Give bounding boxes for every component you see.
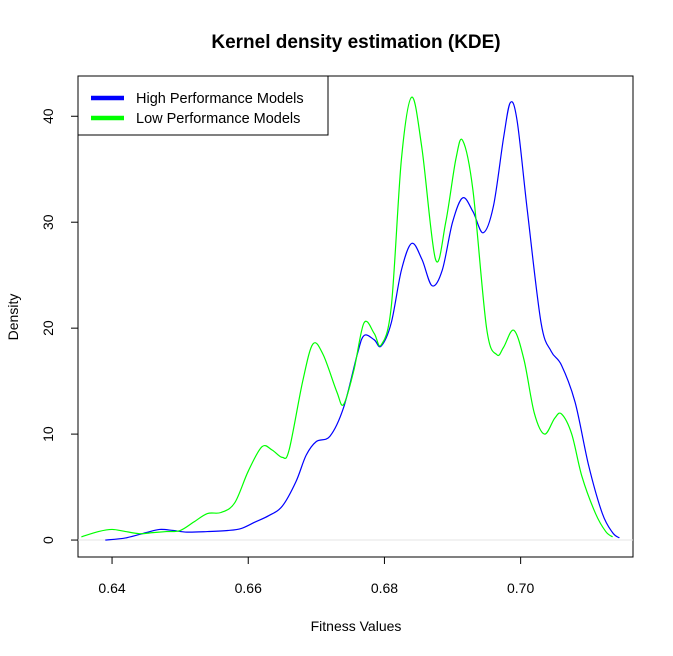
legend-label-low-performance: Low Performance Models <box>136 111 300 127</box>
y-axis-label: Density <box>5 294 21 341</box>
x-tick-label: 0.70 <box>507 580 534 596</box>
x-axis-label: Fitness Values <box>311 618 402 634</box>
x-tick-label: 0.66 <box>235 580 262 596</box>
high-performance-density-line <box>105 101 620 541</box>
y-tick-label: 10 <box>40 426 56 442</box>
series-layer <box>81 96 620 541</box>
chart-title: Kernel density estimation (KDE) <box>211 32 500 53</box>
plot-frame <box>77 75 634 558</box>
y-tick-label: 0 <box>40 536 56 544</box>
x-tick-label: 0.64 <box>98 580 125 596</box>
low-performance-density-line <box>81 96 613 538</box>
y-tick-label: 30 <box>40 214 56 230</box>
legend-box <box>77 75 329 136</box>
y-tick-label: 40 <box>40 108 56 124</box>
y-axis: 0 10 20 30 40 <box>40 108 78 544</box>
x-axis: 0.64 0.66 0.68 0.70 <box>98 557 534 596</box>
x-tick-label: 0.68 <box>371 580 398 596</box>
legend-label-high-performance: High Performance Models <box>136 91 304 107</box>
y-tick-label: 20 <box>40 320 56 336</box>
legend: High Performance Models Low Performance … <box>77 75 329 136</box>
